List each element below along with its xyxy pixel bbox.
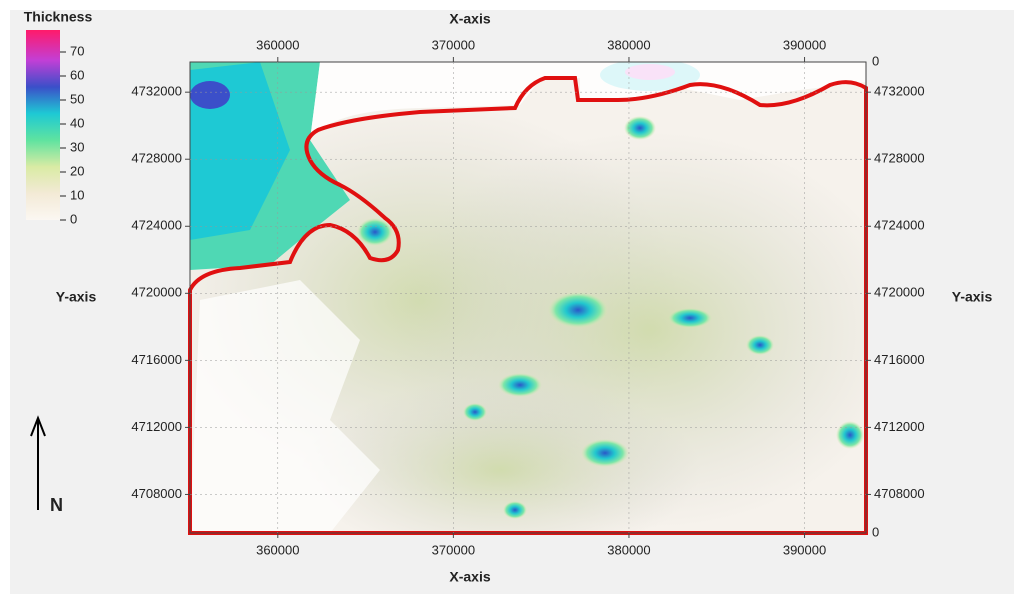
x-tick-label: 380000 <box>607 37 650 52</box>
map-frame <box>189 61 867 534</box>
right-axis-end-label: 0 <box>872 53 879 68</box>
legend-tick-label: 50 <box>70 91 84 106</box>
boundary-outline <box>188 76 868 535</box>
y-tick-label: 4712000 <box>131 419 182 434</box>
legend-tick-label: 10 <box>70 187 84 202</box>
x-tick-label: 370000 <box>432 37 475 52</box>
x-tick-label: 360000 <box>256 542 299 557</box>
north-label: N <box>50 495 63 515</box>
thickness-raster <box>190 62 866 533</box>
y-tick-label: 4708000 <box>131 486 182 501</box>
right-axis-end-label: 0 <box>872 524 879 539</box>
color-bar <box>26 30 60 220</box>
legend-tick-label: 60 <box>70 67 84 82</box>
legend-title: Thickness <box>24 9 93 25</box>
y-axis-label-right: Y-axis <box>952 289 993 305</box>
y-tick-label: 4728000 <box>874 151 925 166</box>
legend-tick-label: 70 <box>70 43 84 58</box>
x-tick-label: 380000 <box>607 542 650 557</box>
y-tick-label: 4720000 <box>131 285 182 300</box>
y-tick-label: 4716000 <box>874 352 925 367</box>
x-tick-label: 360000 <box>256 37 299 52</box>
legend-tick-label: 40 <box>70 115 84 130</box>
y-tick-label: 4728000 <box>131 151 182 166</box>
north-arrow-head <box>30 415 46 437</box>
y-tick-label: 4720000 <box>874 285 925 300</box>
x-axis-label-top: X-axis <box>449 11 490 27</box>
y-tick-label: 4724000 <box>131 218 182 233</box>
legend-tick-label: 20 <box>70 163 84 178</box>
y-tick-label: 4732000 <box>874 84 925 99</box>
y-tick-label: 4724000 <box>874 218 925 233</box>
y-tick-label: 4732000 <box>131 84 182 99</box>
y-axis-label-left: Y-axis <box>56 289 97 305</box>
y-tick-label: 4716000 <box>131 352 182 367</box>
legend-tick-label: 30 <box>70 139 84 154</box>
legend-tick-label: 0 <box>70 211 77 226</box>
x-tick-label: 390000 <box>783 542 826 557</box>
y-tick-label: 4708000 <box>874 486 925 501</box>
x-tick-label: 390000 <box>783 37 826 52</box>
x-axis-label-bottom: X-axis <box>449 569 490 585</box>
y-tick-label: 4712000 <box>874 419 925 434</box>
x-tick-label: 370000 <box>432 542 475 557</box>
